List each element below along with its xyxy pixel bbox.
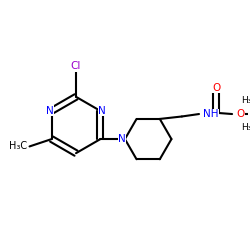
Text: H₃C: H₃C: [241, 96, 250, 105]
Text: O: O: [212, 83, 220, 93]
Text: O: O: [236, 109, 245, 119]
Text: H₃C: H₃C: [10, 142, 28, 152]
Text: Cl: Cl: [71, 61, 81, 71]
Text: NH: NH: [204, 109, 219, 119]
Text: N: N: [118, 134, 126, 144]
Text: N: N: [98, 106, 106, 116]
Text: N: N: [46, 106, 54, 116]
Text: H₃C: H₃C: [241, 123, 250, 132]
